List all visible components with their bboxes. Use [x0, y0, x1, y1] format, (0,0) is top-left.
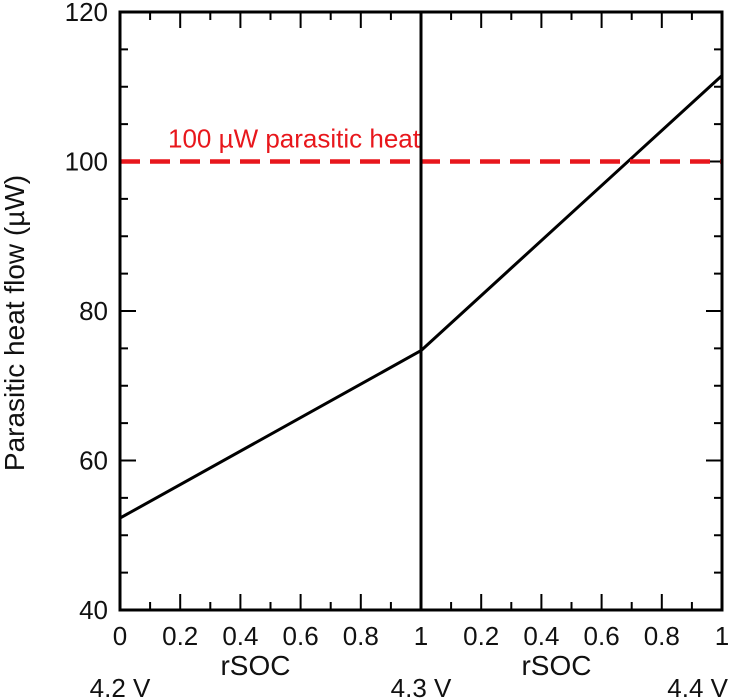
x-tick-label: 0.4: [222, 621, 258, 651]
x-tick-label: 0.6: [283, 621, 319, 651]
y-tick-label: 60: [79, 446, 108, 476]
y-tick-label: 40: [79, 595, 108, 625]
x-tick-label: 0.2: [162, 621, 198, 651]
series-lines: [119, 74, 724, 520]
y-tick-label: 120: [65, 0, 108, 27]
x-tick-label: 1: [414, 621, 428, 651]
voltage-label: 4.3 V: [391, 673, 452, 700]
reference-line-label: 100 µW parasitic heat: [168, 124, 421, 154]
x-tick-label: 1: [715, 621, 729, 651]
x-tick-label: 0.2: [463, 621, 499, 651]
x-tick-label: 0.8: [644, 621, 680, 651]
y-tick-label: 80: [79, 296, 108, 326]
series-line: [419, 74, 724, 352]
voltage-label: 4.2 V: [90, 673, 151, 700]
x-tick-label: 0.6: [584, 621, 620, 651]
x-tick-label: 0.4: [523, 621, 559, 651]
y-tick-label: 100: [65, 147, 108, 177]
voltage-label: 4.4 V: [667, 673, 728, 700]
tick-labels: 40 60 80 100 120 0 0.2 0.4 0.6 0.8 1 rSOC 4.2 V 4.3 V…: [65, 0, 730, 700]
x-tick-label: 0: [113, 621, 127, 651]
x-tick-label: 0.8: [343, 621, 379, 651]
y-axis-title: Parasitic heat flow (µW): [0, 175, 30, 471]
x-axis-title: rSOC: [521, 650, 591, 681]
plot-frame: [118, 10, 724, 612]
x-axis-title: rSOC: [220, 650, 290, 681]
series-line: [119, 349, 422, 520]
